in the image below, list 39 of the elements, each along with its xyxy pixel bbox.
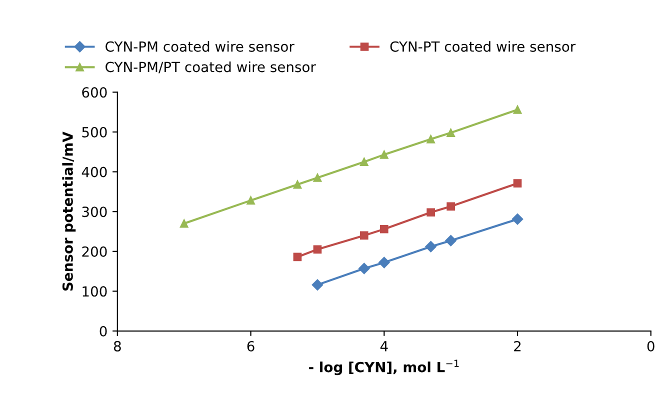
- point: [426, 134, 435, 144]
- x-tick-label: 0: [647, 340, 654, 352]
- point: [380, 150, 388, 159]
- x-axis-title: - log [CYN], mol L$^{−1}$: [309, 360, 459, 376]
- point: [378, 256, 390, 268]
- y-tick-label: 200: [82, 246, 107, 257]
- x-tick-label: 6: [247, 340, 254, 352]
- point: [513, 179, 522, 188]
- y-tick-label: 400: [82, 166, 107, 178]
- point: [446, 128, 455, 137]
- point: [246, 196, 255, 205]
- y-tick-label: 600: [82, 87, 107, 98]
- point: [358, 262, 370, 274]
- x-tick-label: 8: [114, 340, 121, 352]
- point: [446, 202, 455, 211]
- point: [512, 214, 524, 225]
- y-tick-label: 100: [82, 286, 107, 297]
- point: [426, 208, 435, 217]
- point: [425, 241, 436, 252]
- legend-label: CYN-PT coated wire sensor: [390, 41, 576, 52]
- point: [513, 106, 522, 114]
- point: [293, 252, 302, 262]
- point: [180, 219, 188, 228]
- legend-label: CYN-PM coated wire sensor: [106, 41, 294, 52]
- y-tick-label: 500: [82, 126, 107, 138]
- point: [360, 231, 368, 240]
- legend-label: CYN-PM/PT coated wire sensor: [106, 61, 316, 74]
- point: [360, 158, 368, 166]
- point: [313, 245, 322, 254]
- point: [293, 180, 302, 189]
- y-tick-label: 300: [82, 206, 107, 218]
- x-tick-label: 2: [514, 340, 521, 352]
- x-tick-label: 4: [380, 341, 388, 352]
- y-axis-title: Sensor potential/mV: [62, 132, 76, 291]
- point: [313, 174, 322, 182]
- point: [445, 235, 456, 246]
- point: [380, 224, 388, 234]
- point: [312, 279, 324, 290]
- y-tick-label: 0: [100, 326, 107, 336]
